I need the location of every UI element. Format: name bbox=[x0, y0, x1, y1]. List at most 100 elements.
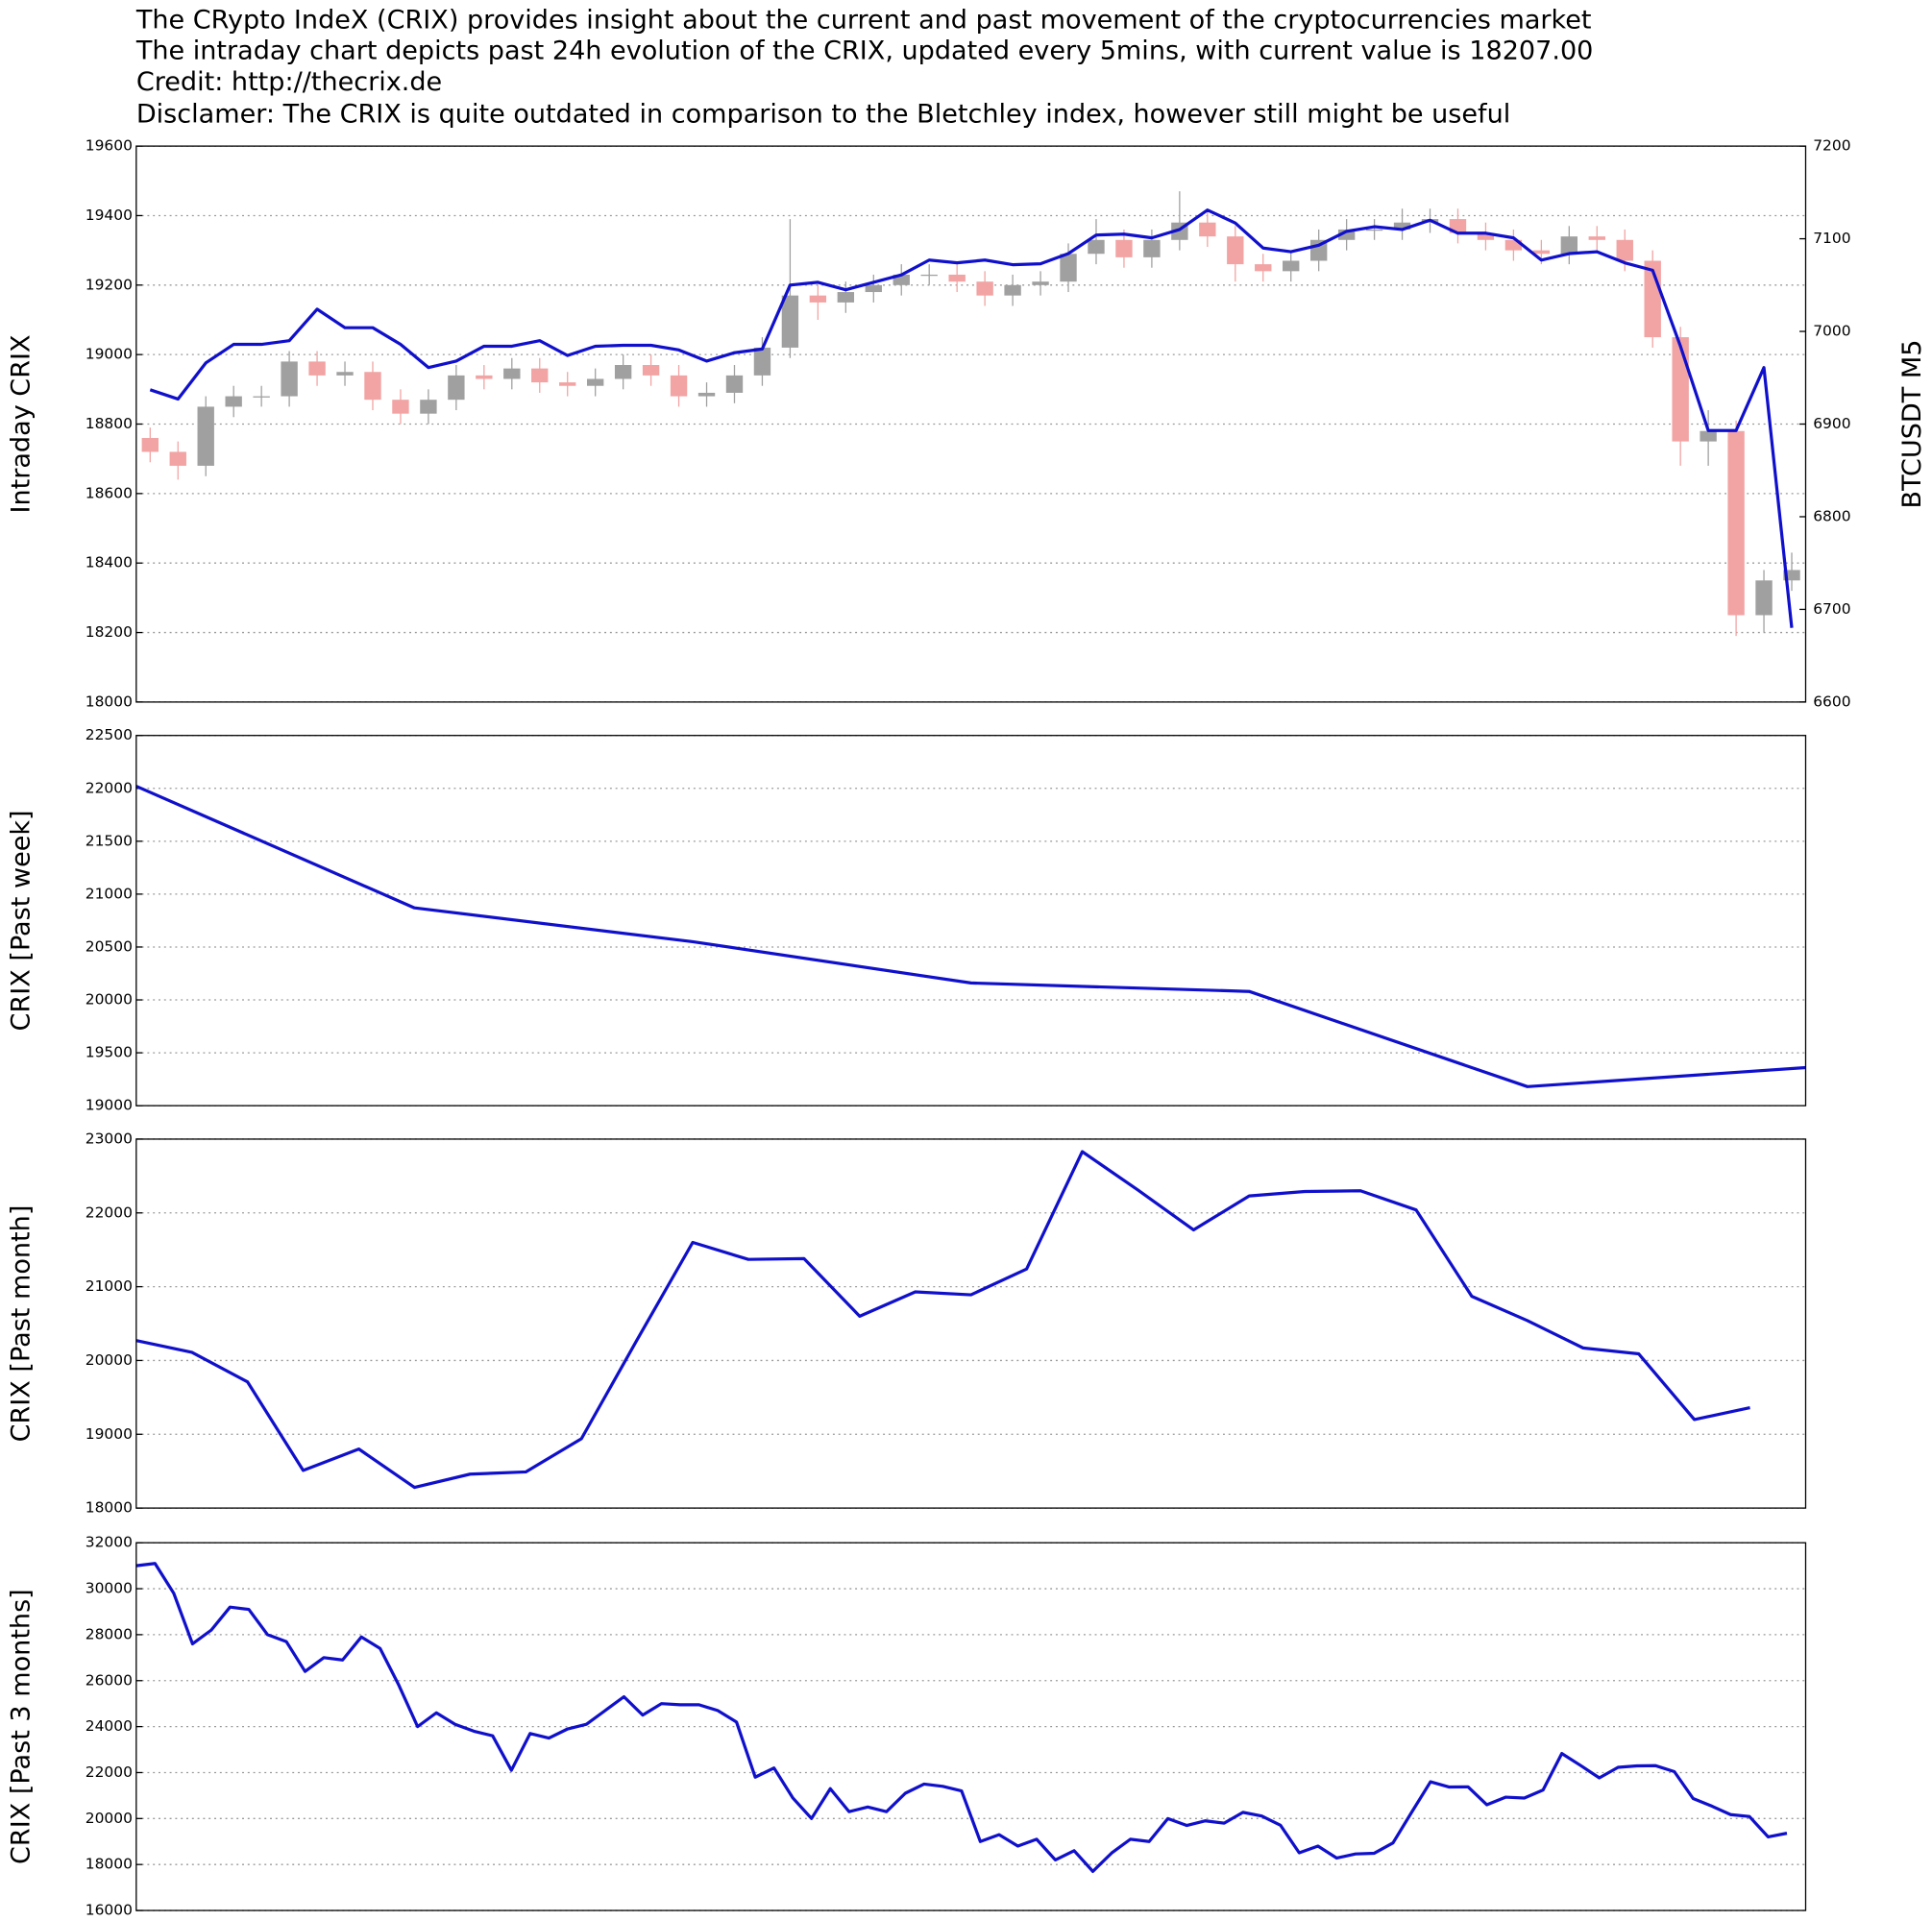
candle-body bbox=[753, 347, 771, 376]
candle-body bbox=[1755, 580, 1773, 616]
y-tick-label: 21000 bbox=[86, 1277, 133, 1295]
y-tick-label: 18000 bbox=[86, 693, 133, 710]
y-tick-label: 19000 bbox=[86, 1425, 133, 1443]
y-tick-label: 19400 bbox=[86, 207, 133, 224]
y-tick-label: 20500 bbox=[86, 937, 133, 955]
line bbox=[149, 208, 1794, 628]
y2-tick-label: 6700 bbox=[1813, 600, 1850, 618]
y-tick-label: 23000 bbox=[86, 1130, 133, 1147]
y-tick-label: 18800 bbox=[86, 415, 133, 432]
candle-body bbox=[1115, 239, 1133, 257]
candle-body bbox=[781, 295, 799, 348]
candle-body bbox=[420, 400, 437, 414]
candle-body bbox=[1337, 229, 1356, 240]
y-tick-label: 28000 bbox=[86, 1625, 133, 1642]
candle-body bbox=[1199, 222, 1216, 237]
candle-body bbox=[642, 365, 660, 376]
y-tick-label: 18400 bbox=[86, 554, 133, 571]
candle-body bbox=[1004, 284, 1021, 296]
y-tick-label: 21000 bbox=[86, 885, 133, 902]
plot-frame bbox=[135, 145, 1807, 703]
candle-body bbox=[1588, 236, 1605, 240]
candle-body bbox=[1227, 236, 1244, 265]
candle-body bbox=[1477, 232, 1495, 240]
candle-body bbox=[1255, 264, 1272, 272]
candle-body bbox=[1283, 260, 1300, 272]
y-tick-label: 26000 bbox=[86, 1671, 133, 1689]
candle-body bbox=[141, 437, 159, 452]
y-tick-label: 20000 bbox=[86, 1351, 133, 1369]
y-tick-label: 32000 bbox=[86, 1534, 133, 1551]
candle-body bbox=[614, 365, 632, 379]
title-line: The intraday chart depicts past 24h evol… bbox=[135, 36, 1594, 66]
y-tick-label: 19600 bbox=[86, 137, 133, 155]
candle-body bbox=[503, 368, 521, 379]
y2-tick-label: 7200 bbox=[1813, 137, 1850, 155]
candle-body bbox=[1032, 281, 1049, 285]
candle-body bbox=[725, 375, 744, 393]
candle-body bbox=[253, 396, 270, 398]
y-tick-label: 16000 bbox=[86, 1902, 133, 1919]
line bbox=[135, 785, 1806, 1088]
candle-body bbox=[169, 451, 186, 466]
y2-tick-label: 7000 bbox=[1813, 323, 1850, 340]
y-tick-label: 19200 bbox=[86, 276, 133, 293]
candle-body bbox=[893, 274, 910, 285]
y-tick-label: 22000 bbox=[86, 1763, 133, 1781]
title-line: Credit: http://thecrix.de bbox=[136, 67, 442, 97]
candle-body bbox=[448, 375, 465, 401]
candle-body bbox=[1532, 250, 1551, 255]
y-tick-label: 18200 bbox=[86, 623, 133, 641]
candle-body bbox=[809, 295, 827, 303]
candle-body bbox=[476, 375, 493, 379]
candle-body bbox=[1449, 219, 1467, 233]
candle-body bbox=[976, 281, 993, 296]
candle-body bbox=[1672, 337, 1689, 442]
candle-body bbox=[531, 368, 549, 383]
candle-body bbox=[308, 361, 326, 376]
candle-body bbox=[1727, 430, 1745, 616]
y-axis-label: CRIX [Past 3 months] bbox=[7, 1589, 37, 1864]
line bbox=[135, 1562, 1788, 1873]
y-tick-label: 19000 bbox=[86, 346, 133, 363]
candle-body bbox=[837, 292, 855, 303]
y2-tick-label: 7100 bbox=[1813, 230, 1850, 247]
candle-body bbox=[364, 372, 381, 401]
candle-body bbox=[1365, 229, 1383, 231]
candle-body bbox=[948, 274, 966, 282]
y-axis-label: Intraday CRIX bbox=[7, 334, 37, 513]
candle-body bbox=[865, 284, 882, 293]
candle-body bbox=[197, 406, 214, 466]
candle-body bbox=[281, 361, 298, 397]
candle-body bbox=[1088, 239, 1105, 255]
plot-frame bbox=[135, 1542, 1807, 1911]
y-tick-label: 30000 bbox=[86, 1580, 133, 1597]
y-tick-label: 22500 bbox=[86, 726, 133, 743]
line bbox=[135, 1150, 1750, 1490]
y-tick-label: 18000 bbox=[86, 1499, 133, 1517]
plot-frame bbox=[135, 735, 1807, 1106]
candle-body bbox=[1143, 239, 1161, 257]
candle-body bbox=[1393, 222, 1411, 230]
y2-axis-label: BTCUSDT M5 bbox=[1897, 340, 1927, 509]
y-tick-label: 22000 bbox=[86, 1204, 133, 1221]
candle-body bbox=[1560, 236, 1578, 255]
candle-body bbox=[670, 375, 688, 397]
y-axis-label: CRIX [Past week] bbox=[7, 810, 37, 1031]
y2-tick-label: 6900 bbox=[1813, 415, 1850, 432]
title-line: Disclamer: The CRIX is quite outdated in… bbox=[136, 99, 1510, 129]
candle-body bbox=[1783, 570, 1800, 581]
candle-body bbox=[392, 400, 409, 414]
candle-body bbox=[559, 382, 576, 386]
y-axis-label: CRIX [Past month] bbox=[7, 1205, 37, 1443]
candle-body bbox=[586, 378, 604, 386]
y2-tick-label: 6800 bbox=[1813, 507, 1850, 524]
plot-frame bbox=[135, 1138, 1807, 1509]
y-tick-label: 18600 bbox=[86, 484, 133, 501]
y-tick-label: 20000 bbox=[86, 991, 133, 1009]
candle-body bbox=[697, 392, 716, 397]
candle-body bbox=[1504, 239, 1523, 251]
y-tick-label: 19000 bbox=[86, 1097, 133, 1114]
y-tick-label: 22000 bbox=[86, 779, 133, 796]
